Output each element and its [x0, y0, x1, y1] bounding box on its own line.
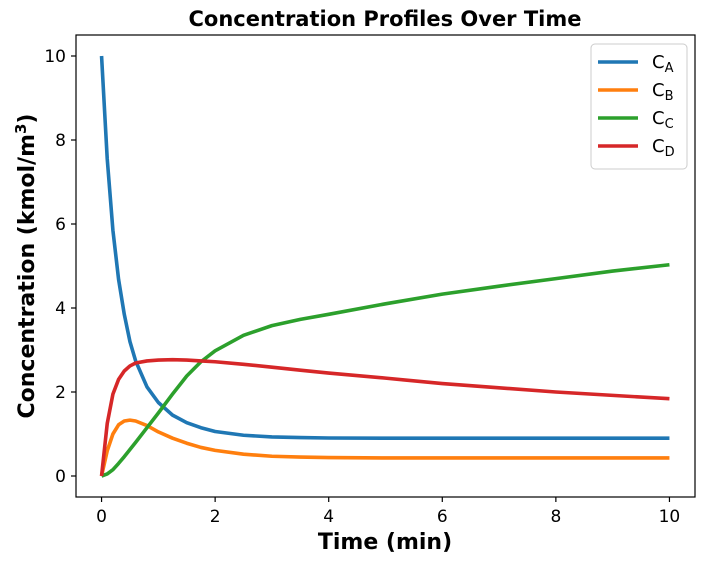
- series-layer: [99, 55, 670, 478]
- legend-box: [590, 43, 688, 170]
- x-tick-label: 6: [437, 507, 448, 527]
- y-tick-label: 10: [44, 47, 66, 67]
- x-tick-label: 8: [550, 507, 561, 527]
- series-line-ca: [99, 55, 670, 440]
- y-tick-label: 2: [55, 383, 66, 403]
- legend-label: CA: [652, 52, 674, 76]
- x-axis-label: Time (min): [318, 530, 452, 555]
- y-tick-label: 0: [55, 467, 66, 487]
- legend-item-cb: CB: [598, 80, 674, 104]
- legend-label: CC: [652, 108, 674, 132]
- y-tick-label: 4: [55, 299, 66, 319]
- legend-item-cd: CD: [598, 136, 675, 160]
- y-tick-label: 8: [55, 131, 66, 151]
- y-axis-label: Concentration (kmol/m3): [12, 114, 40, 419]
- x-axis-ticks: 0 2 4 6 8 10: [96, 497, 680, 527]
- chart-title: Concentration Profiles Over Time: [188, 7, 581, 31]
- y-tick-label: 6: [55, 215, 66, 235]
- legend-item-ca: CA: [598, 52, 674, 76]
- axes-frame: [75, 34, 696, 498]
- series-line-cb: [99, 418, 670, 477]
- series-line-cd: [99, 357, 670, 477]
- x-tick-label: 10: [659, 507, 681, 527]
- x-tick-label: 2: [210, 507, 221, 527]
- legend-label: CB: [652, 80, 674, 104]
- legend: CA CB CC CD: [590, 43, 688, 170]
- legend-item-cc: CC: [598, 108, 674, 132]
- legend-label: CD: [652, 136, 675, 160]
- y-axis-ticks: 0 2 4 6 8 10: [44, 47, 76, 487]
- x-tick-label: 4: [323, 507, 334, 527]
- x-tick-label: 0: [96, 507, 107, 527]
- plot-area: [75, 34, 696, 498]
